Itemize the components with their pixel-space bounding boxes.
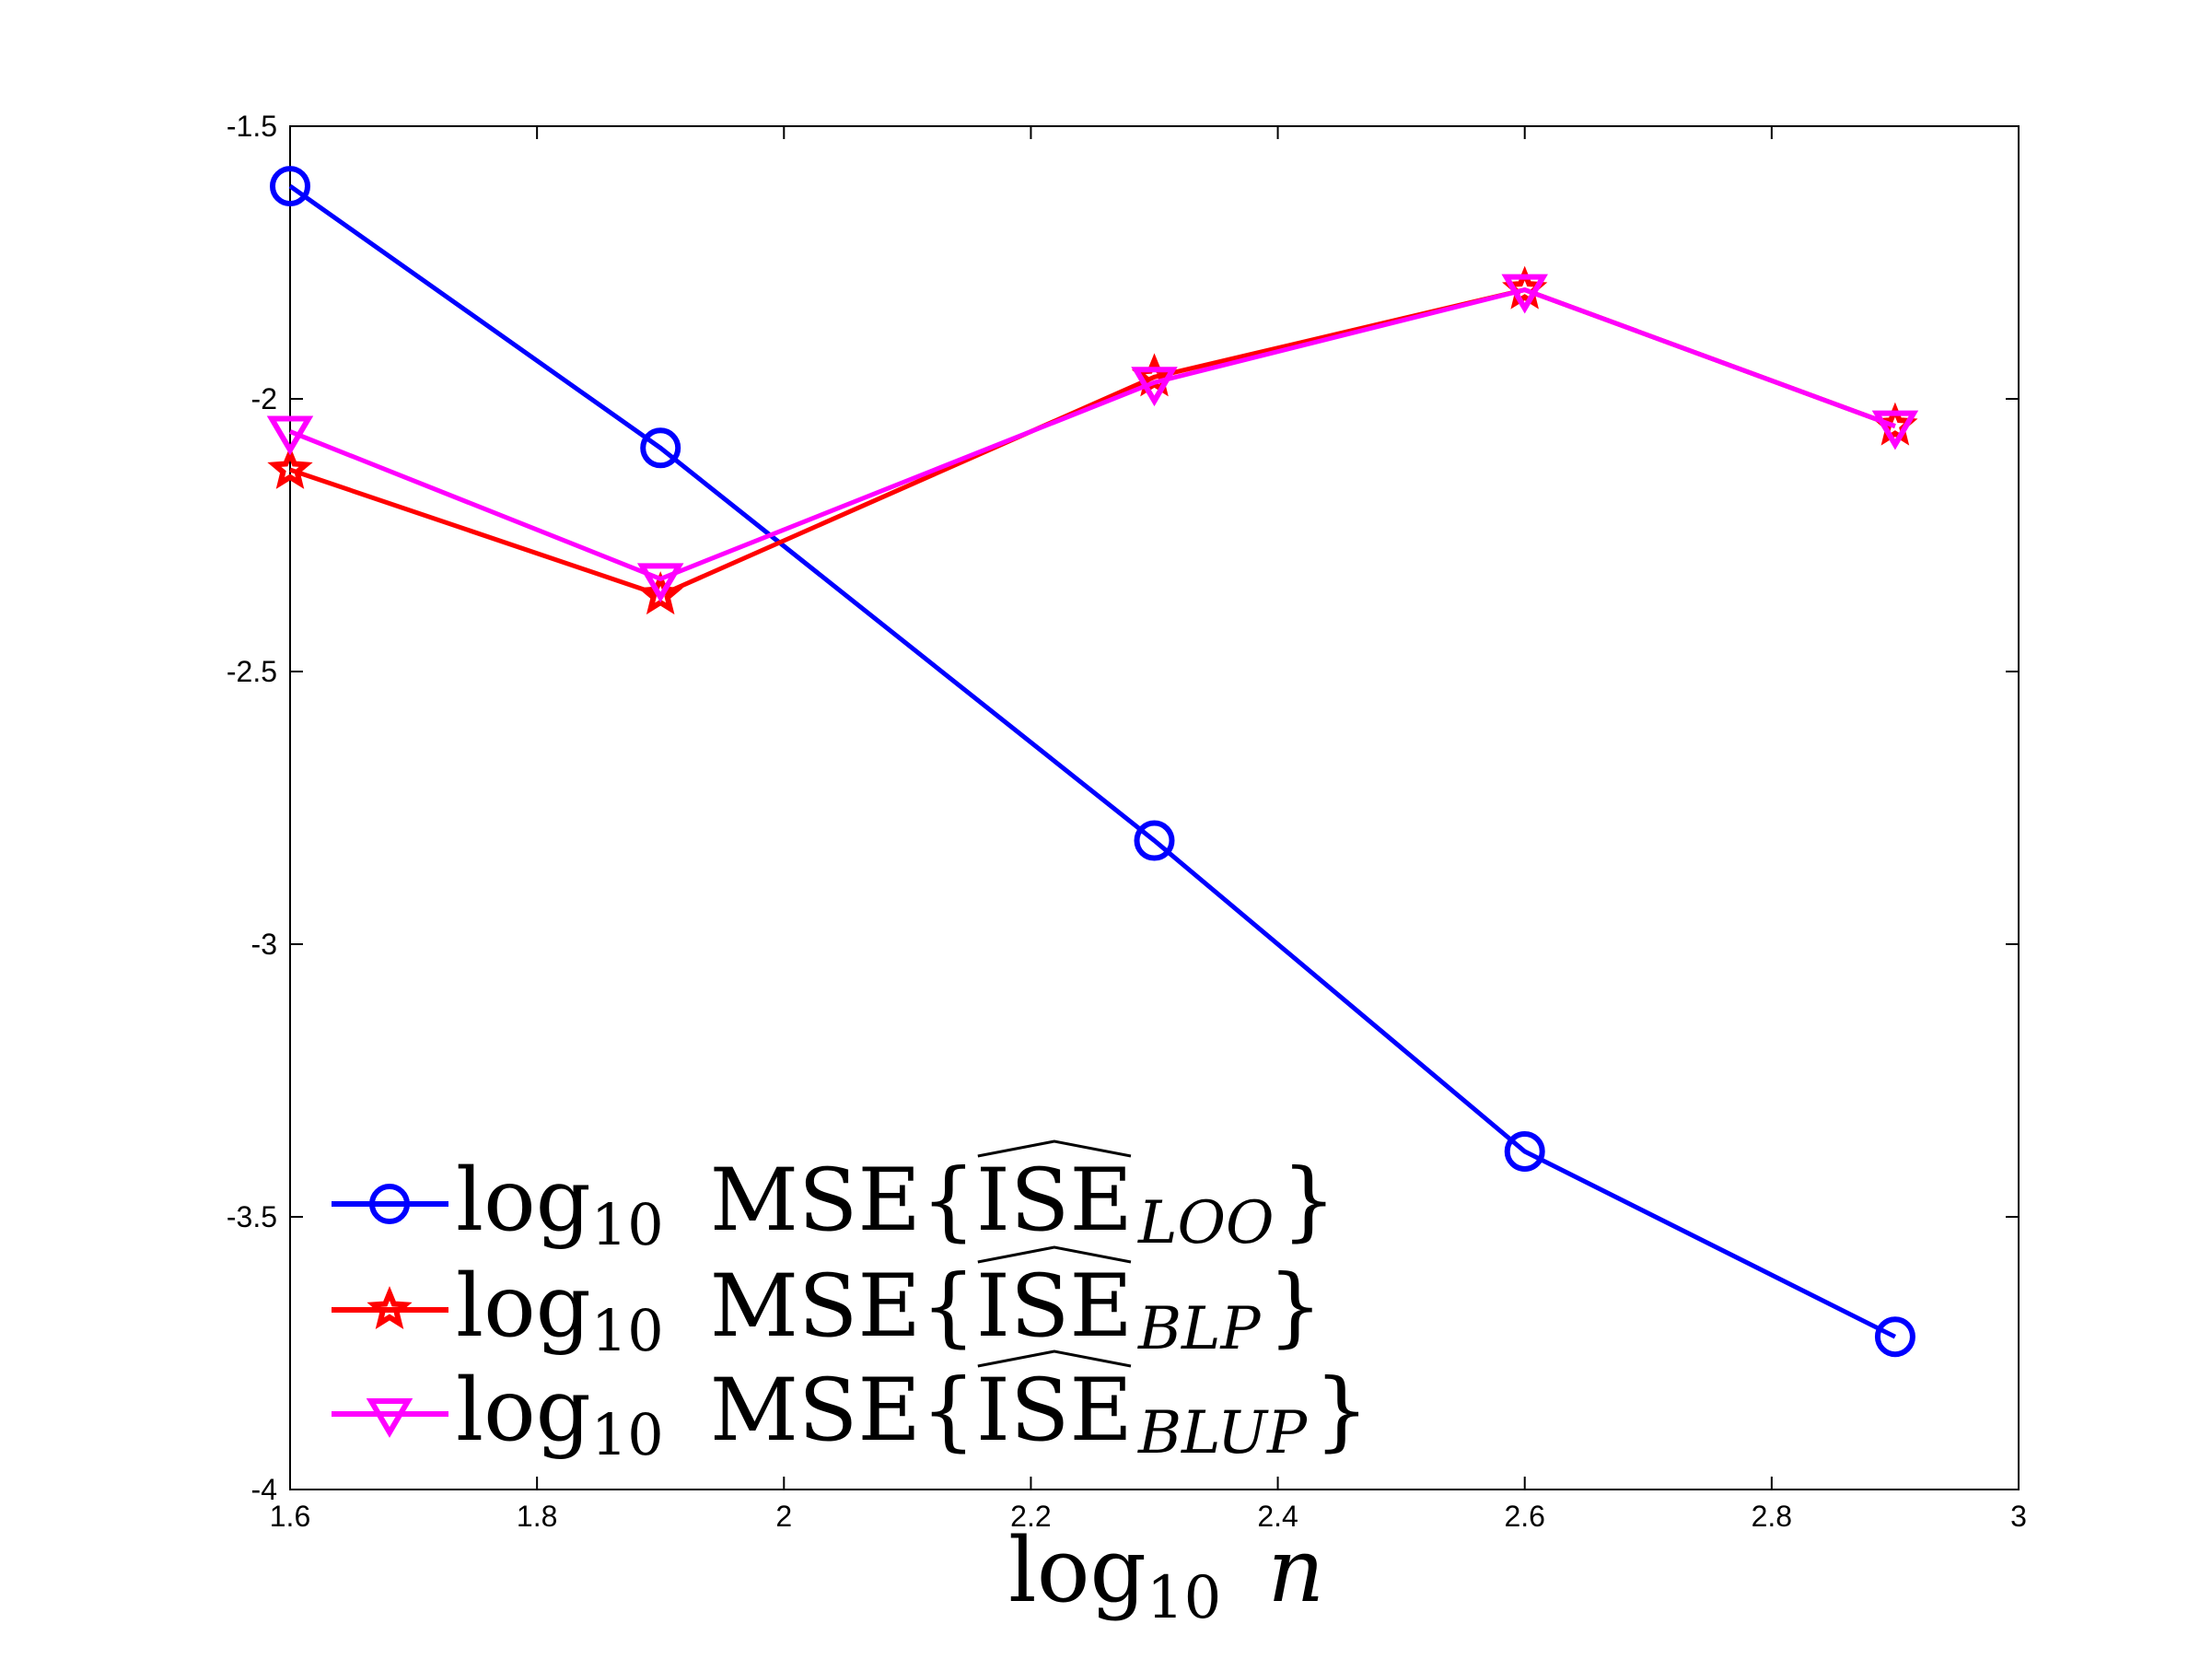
data-point-blup: [266, 415, 314, 456]
legend-prefix-sub: 10: [591, 1191, 664, 1258]
data-point-loo: [270, 166, 310, 207]
legend-text: MSE{: [710, 1256, 976, 1357]
y-tick-label: -3: [251, 928, 277, 961]
x-tick-label: 2.6: [1504, 1500, 1544, 1533]
legend-prefix: log: [456, 1256, 591, 1357]
data-point-blup: [1871, 410, 1919, 450]
legend-close: }: [1281, 1151, 1336, 1251]
x-tick-label: 3: [2010, 1500, 2027, 1533]
legend-subscript: BLP: [1137, 1295, 1262, 1363]
x-axis-label-sub: 10: [1147, 1564, 1221, 1632]
legend-close: }: [1314, 1361, 1369, 1461]
data-point-loo: [1134, 820, 1175, 861]
data-point-blup: [636, 563, 684, 603]
legend-hat: [977, 1245, 1132, 1264]
x-tick-label: 2.8: [1752, 1500, 1792, 1533]
legend-subscript: LOO: [1137, 1189, 1274, 1257]
y-tick-label: -2.5: [227, 655, 277, 688]
data-point-blp: [267, 446, 313, 489]
legend-subscript: BLUP: [1137, 1399, 1308, 1467]
x-tick-label: 1.6: [270, 1500, 310, 1533]
y-tick-label: -2: [251, 382, 277, 415]
legend-hat: [977, 1349, 1132, 1368]
data-point-loo: [1504, 1130, 1545, 1172]
series-layer: [266, 166, 1919, 1358]
legend-label: log10 MSE{ISELOO}: [456, 1151, 1336, 1258]
legend-text: MSE{: [710, 1361, 976, 1461]
data-point-blup: [1131, 367, 1178, 407]
legend-hat-text: ISE: [976, 1151, 1133, 1251]
x-axis-label: log10 n: [1008, 1519, 1324, 1632]
x-tick-label: 2.4: [1257, 1500, 1298, 1533]
data-point-loo: [1874, 1316, 1915, 1358]
legend-prefix-sub: 10: [591, 1297, 664, 1364]
series-loo: [270, 166, 1915, 1358]
legend-hat-text: ISE: [976, 1256, 1133, 1357]
legend-label: log10 MSE{ISEBLP}: [456, 1256, 1322, 1364]
legend-marker-loo: [369, 1184, 410, 1224]
legend-prefix-sub: 10: [591, 1401, 664, 1468]
legend: log10 MSE{ISELOO}log10 MSE{ISEBLP}log10 MSE…: [332, 1139, 1369, 1468]
legend-label: log10 MSE{ISEBLUP}: [456, 1361, 1369, 1468]
legend-entry-loo: log10 MSE{ISELOO}: [332, 1139, 1336, 1258]
legend-prefix: log: [456, 1151, 591, 1251]
legend-marker-blp: [367, 1286, 413, 1330]
series-blup: [266, 274, 1919, 603]
legend-hat: [977, 1139, 1132, 1158]
series-line-blup: [289, 286, 1896, 582]
legend-marker-blup: [366, 1398, 413, 1438]
x-tick-label: 2.2: [1010, 1500, 1051, 1533]
legend-hat-text: ISE: [976, 1361, 1133, 1461]
tick-labels: 1.6 1.8 2 2.2 2.4 2.6 2.8 3 -1.5 -2 -2.5 -3 -3.5 -4: [227, 110, 2027, 1533]
y-tick-label: -3.5: [227, 1200, 277, 1233]
y-tick-label: -4: [251, 1473, 277, 1506]
legend-entry-blp: log10 MSE{ISEBLP}: [332, 1245, 1322, 1364]
y-tick-label: -1.5: [227, 110, 277, 143]
legend-text: MSE{: [710, 1151, 976, 1251]
x-tick-label: 2: [775, 1500, 792, 1533]
x-axis-label-var: n: [1267, 1519, 1324, 1622]
data-point-loo: [640, 427, 681, 469]
series-line-loo: [288, 184, 1897, 1339]
legend-prefix: log: [456, 1361, 591, 1461]
data-point-blup: [1501, 274, 1548, 314]
legend-close: }: [1268, 1256, 1323, 1357]
x-tick-label: 1.8: [517, 1500, 557, 1533]
tick-marks: [289, 125, 2020, 1490]
legend-entry-blup: log10 MSE{ISEBLUP}: [332, 1349, 1369, 1468]
x-axis-label-prefix: log: [1008, 1519, 1147, 1622]
